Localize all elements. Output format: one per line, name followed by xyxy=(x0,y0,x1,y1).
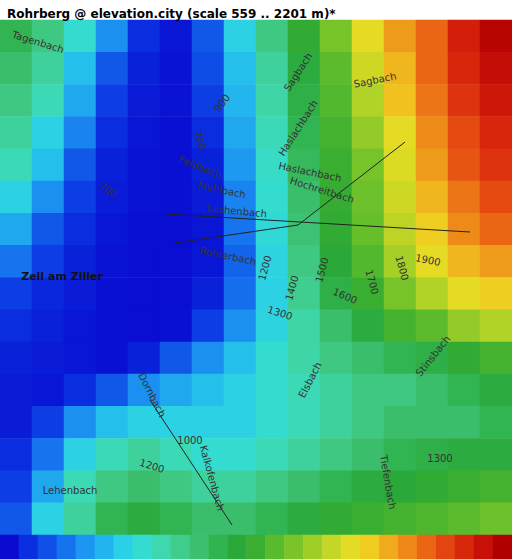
svg-text:Hochreitbach: Hochreitbach xyxy=(289,175,356,205)
svg-text:Sagbach: Sagbach xyxy=(282,51,315,93)
svg-text:1800: 1800 xyxy=(393,254,410,281)
svg-text:1300: 1300 xyxy=(266,304,294,322)
svg-text:Lechenbach: Lechenbach xyxy=(207,203,268,220)
svg-text:1900: 1900 xyxy=(414,252,441,268)
svg-text:Mühlbach: Mühlbach xyxy=(197,180,247,200)
svg-text:Sagbach: Sagbach xyxy=(353,70,397,89)
svg-text:1300: 1300 xyxy=(427,453,452,464)
svg-text:1600: 1600 xyxy=(331,286,359,306)
svg-text:700: 700 xyxy=(97,181,119,200)
svg-text:Stinsbach: Stinsbach xyxy=(414,333,453,378)
svg-text:Haslachbach: Haslachbach xyxy=(277,160,343,184)
svg-text:Rohrerbach: Rohrerbach xyxy=(199,245,257,267)
svg-text:Feldbach: Feldbach xyxy=(177,153,222,181)
svg-text:1500: 1500 xyxy=(313,256,330,283)
svg-text:Rohrberg @ elevation.city (sca: Rohrberg @ elevation.city (scale 559 .. … xyxy=(7,7,336,21)
svg-text:900: 900 xyxy=(212,92,232,114)
svg-text:Dornbach: Dornbach xyxy=(136,371,168,419)
svg-text:1000: 1000 xyxy=(177,435,202,446)
svg-text:Tiefenbach: Tiefenbach xyxy=(378,453,398,510)
svg-text:Zell am Ziller: Zell am Ziller xyxy=(21,270,103,283)
svg-text:Elsbach: Elsbach xyxy=(296,360,323,399)
svg-text:1200: 1200 xyxy=(138,457,166,475)
svg-text:700: 700 xyxy=(192,129,208,150)
svg-text:Tagenbach: Tagenbach xyxy=(10,29,65,56)
svg-text:Lehenbach: Lehenbach xyxy=(43,485,98,496)
svg-text:Kalkofenbach: Kalkofenbach xyxy=(198,444,227,512)
svg-text:Haslachbach: Haslachbach xyxy=(276,98,320,158)
svg-text:1400: 1400 xyxy=(283,274,300,301)
svg-text:1700: 1700 xyxy=(363,268,380,295)
svg-text:1200: 1200 xyxy=(256,254,273,281)
